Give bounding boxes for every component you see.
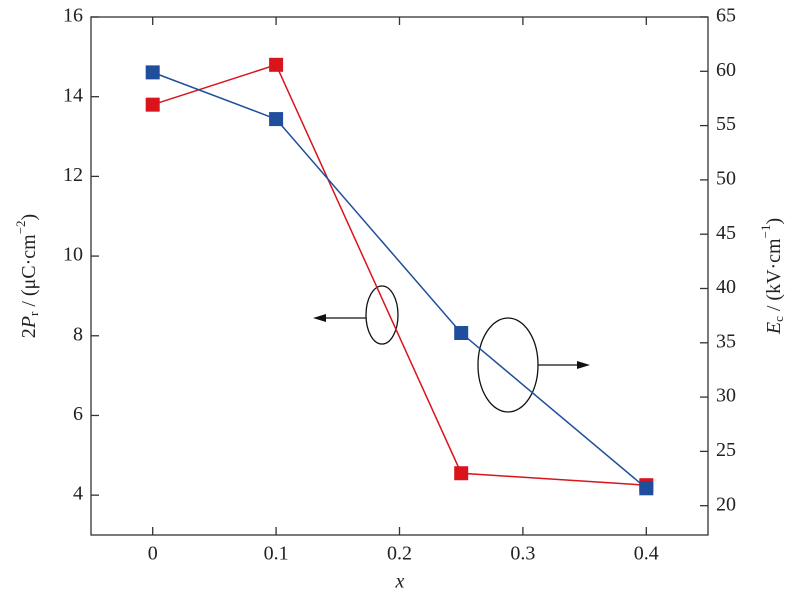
y-label-part: ): [18, 214, 40, 221]
y-tick-label: 16: [63, 5, 83, 27]
y-tick-label: 10: [63, 244, 83, 266]
y-tick-label: 4: [73, 483, 83, 505]
y2-tick-label: 55: [716, 113, 736, 135]
y-tick-label: 8: [73, 323, 83, 345]
series-line: [152, 71, 647, 489]
x-axis-label: x: [395, 571, 405, 593]
y2-tick-label: 35: [716, 330, 736, 352]
y2-tick-label: 30: [716, 385, 736, 407]
y-label-part: P: [18, 316, 40, 329]
y-axis-label: 2Pr / (μC·cm−2): [13, 214, 41, 338]
y-label-part: r: [26, 311, 41, 316]
y-tick-label: 14: [63, 84, 83, 106]
marker: [454, 326, 469, 341]
x-tick-label: 0.2: [387, 543, 412, 565]
y2-axis-label: Ec / (kV·cm−1): [758, 218, 786, 335]
marker: [639, 481, 654, 496]
y2-tick-label: 45: [716, 222, 736, 244]
y-tick-label: 6: [73, 403, 83, 425]
arrow-head: [577, 361, 590, 369]
y-label-part: 2: [18, 328, 40, 338]
marker: [269, 112, 284, 127]
x-tick-label: 0.4: [634, 543, 659, 565]
y2-label-part: ): [763, 218, 785, 225]
arrow-head: [313, 314, 326, 322]
y2-tick-label: 40: [716, 276, 736, 298]
y2-label-part: c: [771, 316, 786, 322]
annotation-ellipse: [365, 285, 399, 345]
y-label-part: / (μC·cm: [18, 234, 40, 312]
marker: [145, 65, 160, 80]
y2-label-part: −1: [758, 225, 773, 239]
x-tick-label: 0.1: [264, 543, 289, 565]
y2-label-part: E: [763, 322, 785, 335]
y2-tick-label: 25: [716, 439, 736, 461]
annotation-ellipse: [477, 317, 539, 413]
y2-label-part: / (kV·cm: [763, 238, 785, 316]
y-label-part: −2: [13, 220, 28, 234]
marker: [145, 97, 160, 112]
x-tick-label: 0: [148, 543, 158, 565]
y2-tick-label: 65: [716, 5, 736, 27]
y-tick-label: 12: [63, 164, 83, 186]
y2-tick-label: 60: [716, 59, 736, 81]
y2-tick-label: 50: [716, 167, 736, 189]
y2-tick-label: 20: [716, 493, 736, 515]
marker: [454, 466, 469, 481]
x-tick-label: 0.3: [510, 543, 535, 565]
series-line: [152, 63, 647, 486]
marker: [269, 57, 284, 72]
